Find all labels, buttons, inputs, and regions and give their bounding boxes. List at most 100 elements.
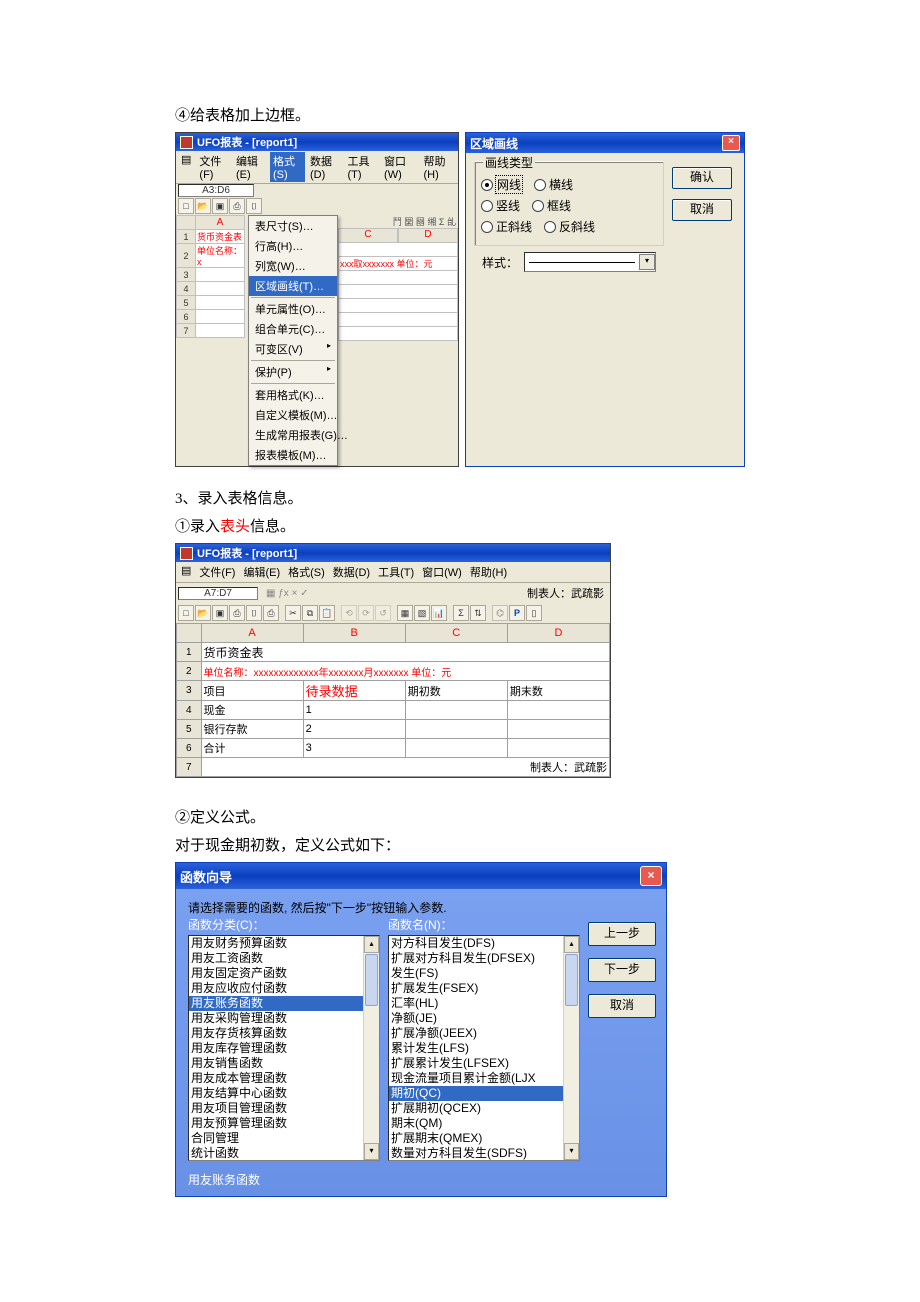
col-C[interactable]: C	[405, 624, 507, 643]
mi-table-size[interactable]: 表尺寸(S)…	[249, 216, 337, 236]
scroll-thumb[interactable]	[365, 954, 378, 1006]
chart-icon[interactable]: 📊	[431, 605, 447, 621]
cell[interactable]: 期初数	[405, 681, 507, 701]
print-icon[interactable]: ⎙	[263, 605, 279, 621]
category-listbox[interactable]: 用友财务预算函数用友工资函数用友固定资产函数用友应收应付函数用友账务函数用友采购…	[188, 935, 380, 1161]
function-item[interactable]: 扩展净额(JEEX)	[389, 1026, 579, 1041]
last-icon[interactable]: ▯	[526, 605, 542, 621]
category-item[interactable]: 用友财务预算函数	[189, 936, 379, 951]
radio-horiz[interactable]: 横线	[534, 176, 573, 193]
grid2-icon[interactable]: ▧	[414, 605, 430, 621]
menubar[interactable]: ▤ 文件(F) 编辑(E) 格式(S) 数据(D) 工具(T) 窗口(W) 帮助…	[176, 151, 458, 184]
mi-merge-cells[interactable]: 组合单元(C)…	[249, 319, 337, 339]
scroll-down-icon[interactable]: ▾	[564, 1143, 579, 1160]
category-item[interactable]: 用友结算中心函数	[189, 1086, 379, 1101]
menu-format[interactable]: 格式(S)	[285, 563, 328, 581]
function-item[interactable]: 汇率(HL)	[389, 996, 579, 1011]
p-bold-icon[interactable]: P	[509, 605, 525, 621]
col-B[interactable]: B	[303, 624, 405, 643]
copy-icon[interactable]: ⧉	[302, 605, 318, 621]
save-icon[interactable]: ▣	[212, 605, 228, 621]
category-item[interactable]: 合同管理	[189, 1131, 379, 1146]
category-item[interactable]: 用友采购管理函数	[189, 1011, 379, 1026]
menu-data[interactable]: 数据(D)	[330, 563, 373, 581]
category-item[interactable]: 用友预算管理函数	[189, 1116, 379, 1131]
mi-protect[interactable]: 保护(P)▸	[249, 362, 337, 382]
function-item[interactable]: 期末(QM)	[389, 1116, 579, 1131]
menu-file[interactable]: 文件(F)	[196, 563, 238, 581]
mi-col-width[interactable]: 列宽(W)…	[249, 256, 337, 276]
category-item[interactable]: 用友成本管理函数	[189, 1071, 379, 1086]
menu-tool[interactable]: 工具(T)	[345, 152, 380, 182]
preview-icon[interactable]: ⌷	[246, 198, 262, 214]
mi-row-height[interactable]: 行高(H)…	[249, 236, 337, 256]
p-icon[interactable]: ⌬	[492, 605, 508, 621]
cell[interactable]: 期末数	[507, 681, 609, 701]
scroll-thumb[interactable]	[565, 954, 578, 1006]
chevron-down-icon[interactable]: ▾	[639, 254, 655, 270]
cell-tail-row2[interactable]: xxx取xxxxxxx 单位：元	[338, 257, 458, 271]
menu-help[interactable]: 帮助(H)	[467, 563, 510, 581]
mi-gen-report[interactable]: 生成常用报表(G)…	[249, 425, 337, 445]
menu-window[interactable]: 窗口(W)	[419, 563, 465, 581]
cancel-button[interactable]: 取消	[588, 994, 656, 1018]
menu-tool[interactable]: 工具(T)	[375, 563, 417, 581]
menu-help[interactable]: 帮助(H)	[420, 152, 456, 182]
mi-cell-attrs[interactable]: 单元属性(O)…	[249, 299, 337, 319]
mi-report-template[interactable]: 报表模板(M)…	[249, 445, 337, 465]
close-icon[interactable]: ×	[640, 866, 662, 886]
function-item[interactable]: 扩展累计发生(LFSEX)	[389, 1056, 579, 1071]
cell[interactable]: 待录数据	[303, 681, 405, 701]
col-A[interactable]: A	[201, 624, 303, 643]
menu-data[interactable]: 数据(D)	[307, 152, 343, 182]
menu-edit[interactable]: 编辑(E)	[240, 563, 283, 581]
category-item[interactable]: 用友存货核算函数	[189, 1026, 379, 1041]
radio-frame[interactable]: 框线	[532, 197, 571, 214]
open-icon[interactable]: 📂	[195, 605, 211, 621]
save-icon[interactable]: ▣	[212, 198, 228, 214]
category-item[interactable]: 统计函数	[189, 1146, 379, 1161]
category-item[interactable]: 用友库存管理函数	[189, 1041, 379, 1056]
radio-vert[interactable]: 竖线	[481, 197, 520, 214]
paste-icon[interactable]: 📋	[319, 605, 335, 621]
new-icon[interactable]: □	[178, 198, 194, 214]
cell[interactable]: 项目	[201, 681, 303, 701]
col-C[interactable]: C	[338, 228, 398, 243]
col-A[interactable]: A	[196, 216, 245, 230]
mi-region-lines[interactable]: 区域画线(T)…	[249, 276, 337, 296]
format-dropdown-menu[interactable]: 表尺寸(S)… 行高(H)… 列宽(W)… 区域画线(T)… 单元属性(O)… …	[248, 215, 338, 466]
cell-ref-box[interactable]: A3:D6	[178, 184, 254, 197]
radio-diag1[interactable]: 正斜线	[481, 218, 532, 235]
category-item[interactable]: 用友项目管理函数	[189, 1101, 379, 1116]
fx-icons[interactable]: ▦ ƒx × ✓	[266, 588, 309, 599]
cell-A1[interactable]: 货币资金表	[196, 230, 245, 244]
function-item[interactable]: 累计发生(LFS)	[389, 1041, 579, 1056]
cell-maker[interactable]: 制表人：武疏影	[201, 758, 610, 777]
mi-custom-template[interactable]: 自定义模板(M)…	[249, 405, 337, 425]
save2-icon[interactable]: ⎙	[229, 605, 245, 621]
menu-format[interactable]: 格式(S)	[270, 152, 305, 182]
grid-icon[interactable]: ▦	[397, 605, 413, 621]
function-item[interactable]: 扩展对方科目发生(DFSEX)	[389, 951, 579, 966]
cell-A2[interactable]: 单位名称：x	[196, 244, 245, 268]
col-D[interactable]: D	[507, 624, 609, 643]
new-icon[interactable]: □	[178, 605, 194, 621]
cancel-button[interactable]: 取消	[672, 199, 732, 221]
preview-icon[interactable]: ⌷	[246, 605, 262, 621]
function-listbox[interactable]: 对方科目发生(DFS)扩展对方科目发生(DFSEX)发生(FS)扩展发生(FSE…	[388, 935, 580, 1161]
radio-diag2[interactable]: 反斜线	[544, 218, 595, 235]
scrollbar[interactable]: ▴ ▾	[363, 936, 379, 1160]
ok-button[interactable]: 确认	[672, 167, 732, 189]
function-item[interactable]: 对方科目发生(DFS)	[389, 936, 579, 951]
col-D[interactable]: D	[398, 228, 458, 243]
sort-icon[interactable]: ⇅	[470, 605, 486, 621]
category-item[interactable]: 用友应收应付函数	[189, 981, 379, 996]
scroll-up-icon[interactable]: ▴	[364, 936, 379, 953]
cell-ref-box[interactable]: A7:D7	[178, 587, 258, 600]
radio-grid[interactable]: 网线	[481, 176, 522, 193]
category-item[interactable]: 用友工资函数	[189, 951, 379, 966]
menu-window[interactable]: 窗口(W)	[381, 152, 418, 182]
scroll-down-icon[interactable]: ▾	[364, 1143, 379, 1160]
function-item[interactable]: 净额(JE)	[389, 1011, 579, 1026]
scroll-up-icon[interactable]: ▴	[564, 936, 579, 953]
